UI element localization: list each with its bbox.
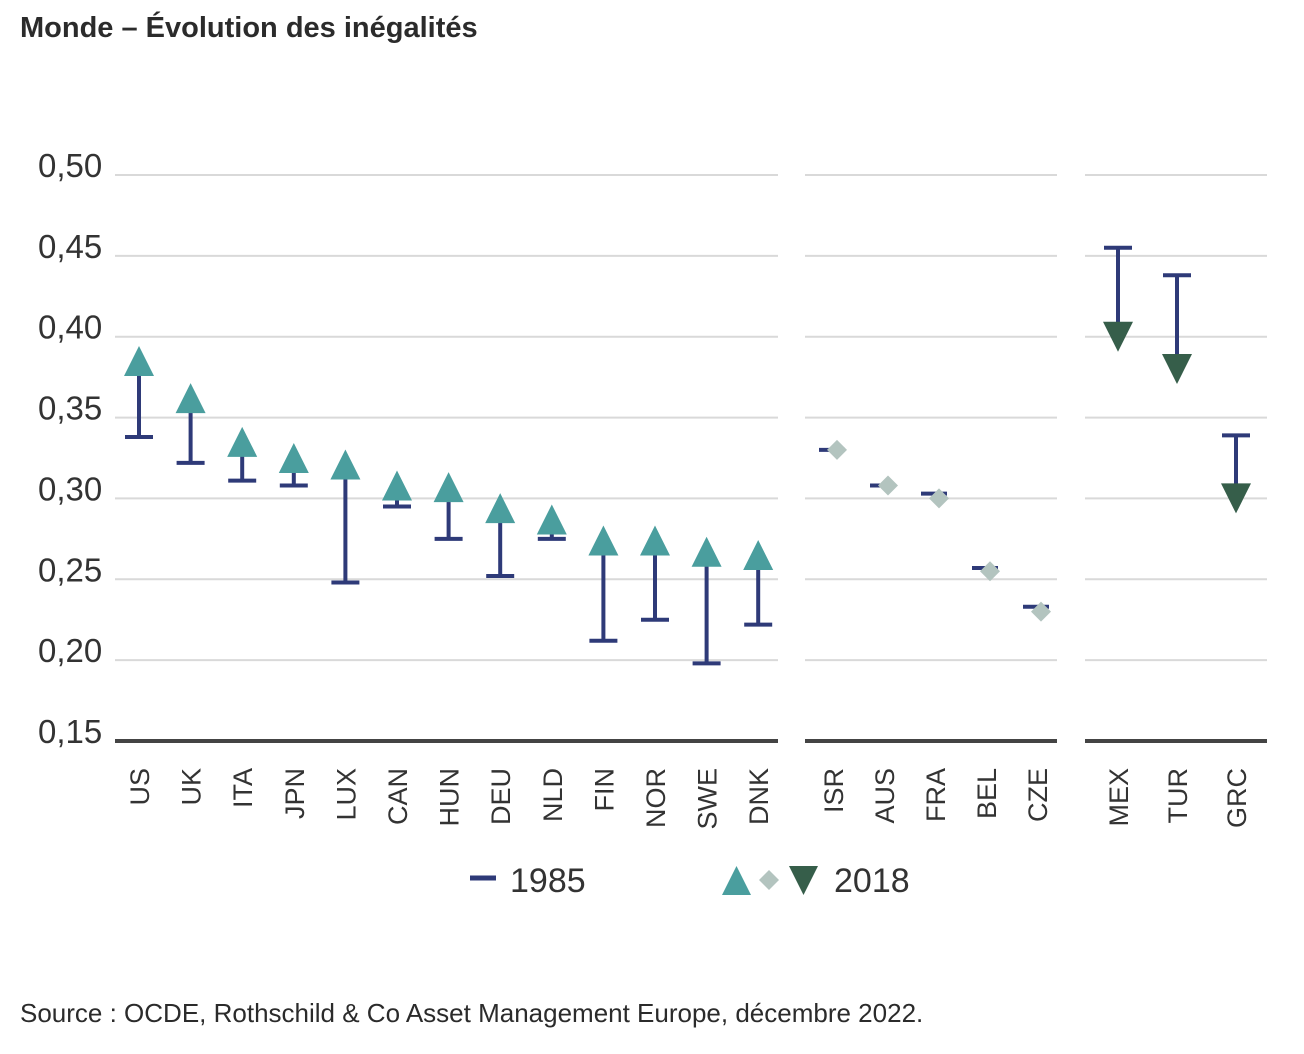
- x-tick-label-uk: UK: [177, 768, 207, 806]
- x-tick-label-aus: AUS: [870, 768, 900, 824]
- data-marks: [124, 245, 1251, 666]
- x-tick-label-fra: FRA: [921, 768, 951, 822]
- x-tick-label-isr: ISR: [819, 768, 849, 813]
- y-tick-label: 0,40: [38, 309, 102, 346]
- x-tick-label-cze: CZE: [1023, 768, 1053, 822]
- x-tick-label-lux: LUX: [331, 768, 361, 821]
- x-tick-label-grc: GRC: [1222, 768, 1252, 828]
- marker-2018-can: [382, 470, 412, 501]
- x-tick-label-ita: ITA: [228, 768, 258, 808]
- legend-2018-label: 2018: [834, 862, 910, 900]
- marker-2018-fra: [929, 488, 949, 509]
- marker-2018-deu: [485, 493, 516, 524]
- marker-2018-mex: [1103, 321, 1133, 352]
- marker-2018-ita: [227, 426, 258, 457]
- legend-decrease-triangle-icon: [789, 866, 818, 895]
- x-tick-label-mex: MEX: [1104, 768, 1134, 827]
- x-tick-label-bel: BEL: [972, 768, 1002, 819]
- y-tick-label: 0,35: [38, 390, 102, 427]
- marker-2018-aus: [878, 475, 898, 496]
- y-tick-label: 0,20: [38, 632, 102, 669]
- marker-2018-dnk: [743, 540, 774, 571]
- marker-2018-nor: [640, 525, 670, 556]
- marker-2018-nld: [536, 504, 567, 535]
- y-axis-ticks: 0,50 0,45 0,40 0,35 0,30 0,25 0,20 0,15: [38, 147, 102, 750]
- marker-2018-bel: [980, 561, 1000, 582]
- marker-2018-uk: [175, 383, 206, 414]
- marker-2018-isr: [827, 439, 847, 460]
- legend: 1985 2018: [470, 862, 910, 900]
- legend-1985-label: 1985: [510, 862, 586, 900]
- source-note: Source : OCDE, Rothschild & Co Asset Man…: [20, 998, 924, 1028]
- marker-2018-swe: [691, 536, 722, 567]
- x-tick-label-swe: SWE: [693, 768, 723, 830]
- y-tick-label: 0,45: [38, 228, 102, 265]
- x-tick-label-deu: DEU: [486, 768, 516, 825]
- marker-2018-tur: [1162, 354, 1192, 385]
- marker-2018-cze: [1031, 601, 1051, 622]
- y-tick-label: 0,50: [38, 147, 102, 184]
- y-tick-label: 0,25: [38, 551, 102, 588]
- x-tick-label-dnk: DNK: [744, 768, 774, 825]
- marker-2018-hun: [433, 472, 464, 503]
- x-tick-label-fin: FIN: [589, 768, 619, 812]
- x-tick-label-nld: NLD: [538, 768, 568, 822]
- x-tick-label-can: CAN: [383, 768, 413, 825]
- y-tick-label: 0,15: [38, 713, 102, 750]
- y-tick-label: 0,30: [38, 470, 102, 507]
- marker-2018-us: [124, 345, 154, 376]
- x-axis-labels: US UK ITA JPN LUX CAN HUN DEU NLD FIN NOR SWE DNK ISR…: [125, 768, 1252, 830]
- x-tick-label-jpn: JPN: [280, 768, 310, 819]
- marker-2018-grc: [1221, 483, 1251, 514]
- legend-increase-triangle-icon: [722, 866, 751, 895]
- x-tick-label-hun: HUN: [435, 768, 465, 827]
- marker-2018-fin: [588, 525, 619, 556]
- x-tick-label-nor: NOR: [641, 768, 671, 828]
- legend-stable-diamond-icon: [759, 870, 779, 890]
- marker-2018-jpn: [278, 443, 309, 473]
- x-tick-label-us: US: [125, 768, 155, 806]
- marker-2018-lux: [330, 449, 361, 480]
- x-tick-label-tur: TUR: [1163, 768, 1193, 824]
- chart-title: Monde – Évolution des inégalités: [20, 12, 478, 44]
